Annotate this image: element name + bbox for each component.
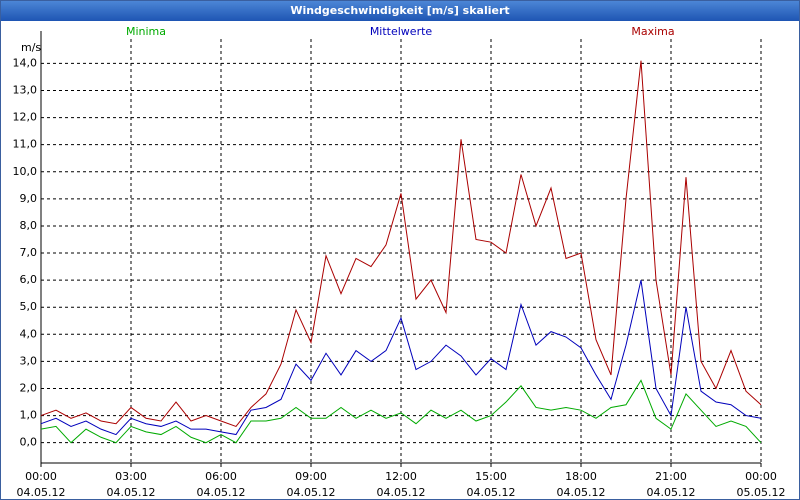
legend-entry: Maxima [631, 25, 674, 38]
legend-entry: Minima [126, 25, 166, 38]
y-tick-label: 0,0 [20, 436, 38, 449]
y-tick-label: 9,0 [20, 192, 38, 205]
x-tick-label: 00:00 05.05.12 [736, 470, 786, 499]
y-tick-label: 11,0 [13, 138, 38, 151]
y-tick-label: 14,0 [13, 56, 38, 69]
data-line [40, 60, 762, 428]
x-tick-label: 12:00 04.05.12 [376, 470, 426, 499]
x-tick-label: 15:00 04.05.12 [466, 470, 516, 499]
y-tick-label: 3,0 [20, 354, 38, 367]
x-tick-label: 09:00 04.05.12 [286, 470, 336, 499]
y-tick-label: 5,0 [20, 300, 38, 313]
y-tick-label: 6,0 [20, 273, 38, 286]
y-tick-label: 8,0 [20, 219, 38, 232]
y-tick-label: 2,0 [20, 381, 38, 394]
y-tick-label: 10,0 [13, 165, 38, 178]
title-bar: Windgeschwindigkeit [m/s] skaliert [1, 1, 799, 21]
y-tick-label: 1,0 [20, 409, 38, 422]
x-tick-label: 06:00 04.05.12 [196, 470, 246, 499]
y-tick-label: 13,0 [13, 83, 38, 96]
x-tick-label: 03:00 04.05.12 [106, 470, 156, 499]
y-axis-unit: m/s [21, 41, 41, 54]
x-tick-label: 00:00 04.05.12 [16, 470, 66, 499]
x-tick-label: 21:00 04.05.12 [646, 470, 696, 499]
y-tick-label: 4,0 [20, 327, 38, 340]
data-line [40, 280, 762, 436]
legend-entry: Mittelwerte [370, 25, 433, 38]
data-line [40, 379, 762, 444]
y-tick-label: 7,0 [20, 246, 38, 259]
y-tick-label: 12,0 [13, 111, 38, 124]
x-tick-label: 18:00 04.05.12 [556, 470, 606, 499]
